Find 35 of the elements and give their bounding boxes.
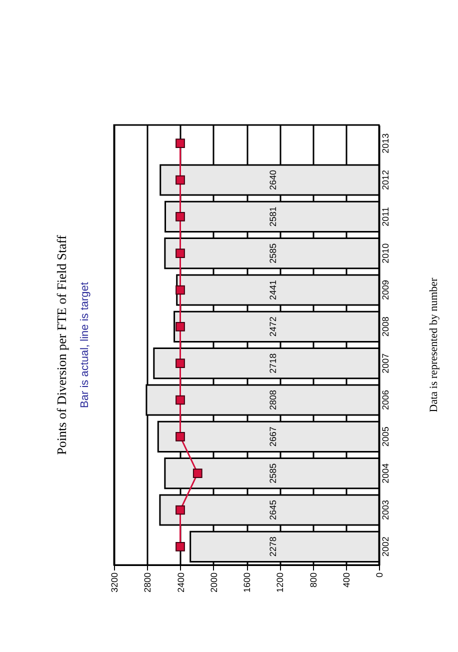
x-tick-label: 800 <box>308 572 318 588</box>
text: Bar is actual, line is target <box>79 282 91 408</box>
data-label: 2640 <box>268 170 278 190</box>
y-tick-label: 2006 <box>380 390 390 410</box>
x-tick-label: 1200 <box>275 572 286 593</box>
data-label: 2472 <box>268 316 278 337</box>
data-label: 2718 <box>268 353 278 374</box>
y-tick-label: 2005 <box>380 426 390 447</box>
data-label: 2585 <box>268 243 278 264</box>
data-label: 2581 <box>268 206 278 227</box>
y-tick-label: 2008 <box>380 316 390 337</box>
x-tick-label: 2400 <box>176 572 186 593</box>
x-tick-label: 1600 <box>242 572 252 593</box>
text: Points of Diversion per FTE of Field Staff <box>54 234 69 455</box>
x-tick-label: 3200 <box>110 572 120 593</box>
y-tick-label: 2004 <box>380 463 390 484</box>
data-label: 2441 <box>268 280 278 300</box>
x-tick-label: 2000 <box>208 572 219 593</box>
y-tick-label: 2011 <box>380 206 390 226</box>
y-tick-label: 2007 <box>380 353 390 374</box>
text: Data is represented by number <box>428 277 440 412</box>
x-tick-label: 2800 <box>142 572 153 593</box>
x-tick-label: 400 <box>341 572 352 588</box>
y-tick-label: 2010 <box>380 243 390 264</box>
y-tick-label: 2013 <box>380 133 390 154</box>
data-label: 2278 <box>268 536 278 557</box>
y-tick-label: 2009 <box>380 280 390 300</box>
data-label: 2585 <box>268 463 278 484</box>
data-label: 2808 <box>268 390 278 410</box>
y-tick-label: 2012 <box>380 170 390 190</box>
y-tick-label: 2002 <box>380 536 390 557</box>
data-label: 2667 <box>268 426 278 447</box>
y-tick-label: 2003 <box>380 500 390 520</box>
x-tick-label: 0 <box>374 572 384 578</box>
data-label: 2645 <box>268 500 278 520</box>
